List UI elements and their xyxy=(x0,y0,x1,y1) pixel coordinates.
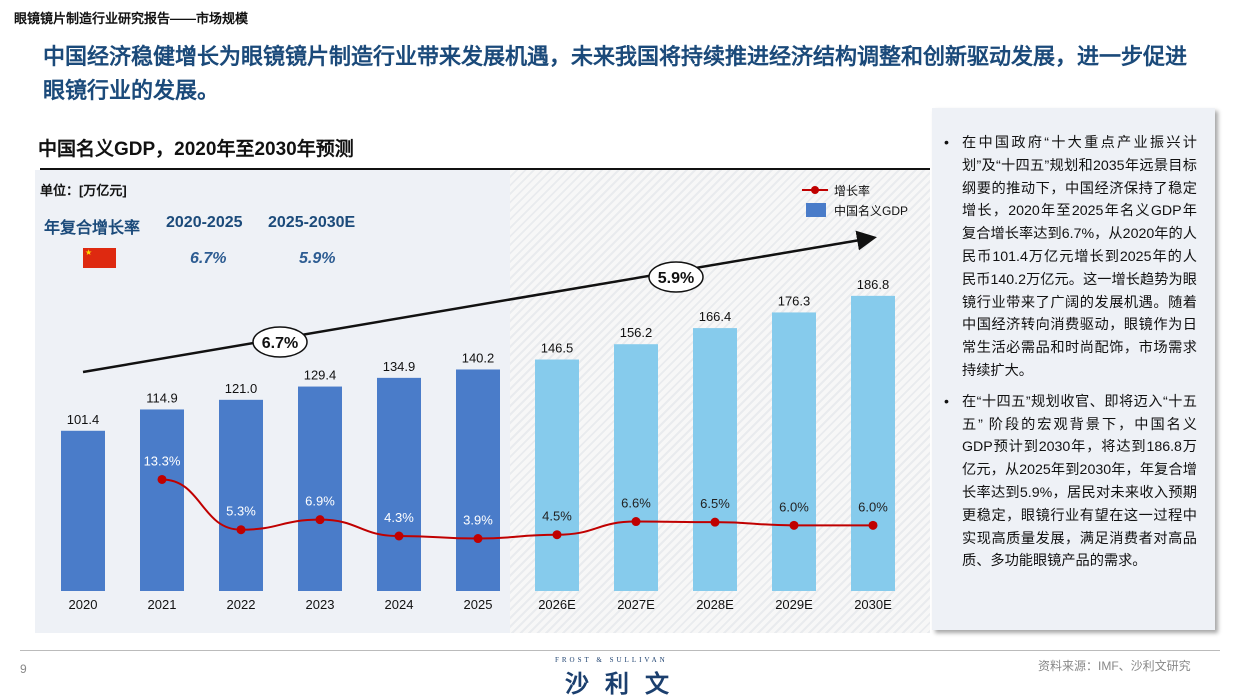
cagr-period-2: 2025-2030E xyxy=(268,214,356,231)
x-tick-label: 2023 xyxy=(306,597,335,612)
bar-value-label: 121.0 xyxy=(225,381,258,396)
growth-label: 6.9% xyxy=(305,494,335,509)
x-tick-label: 2027E xyxy=(617,597,655,612)
gdp-bar xyxy=(219,399,263,591)
growth-label: 4.3% xyxy=(384,510,414,525)
growth-label: 6.6% xyxy=(621,496,651,511)
cagr-bubble xyxy=(252,326,308,358)
bar-value-label: 176.3 xyxy=(778,293,811,308)
bullet: 在“十四五”规划收官、即将迈入“十五五” 阶段的宏观背景下，中国名义GDP预计到… xyxy=(944,391,1197,573)
bar-value-label: 129.4 xyxy=(304,368,337,383)
x-tick-label: 2021 xyxy=(148,597,177,612)
growth-point xyxy=(552,530,562,540)
growth-label: 5.3% xyxy=(226,504,256,519)
x-tick-label: 2020 xyxy=(69,597,98,612)
growth-point xyxy=(789,520,799,530)
growth-label: 13.3% xyxy=(144,453,181,468)
bullet: 在中国政府“十大重点产业振兴计划”及“十四五”规划和2035年远景目标纲要的推动… xyxy=(944,132,1197,383)
cagr-label: 年复合增长率 xyxy=(44,220,141,237)
x-tick-label: 2029E xyxy=(775,597,813,612)
chart-title: 中国名义GDP，2020年至2030年预测 xyxy=(38,139,354,160)
gdp-bar xyxy=(61,430,105,591)
chart-actual-area xyxy=(35,170,510,633)
growth-point xyxy=(236,525,246,535)
growth-label: 6.5% xyxy=(700,496,730,511)
gdp-bar xyxy=(772,312,816,591)
gdp-bar xyxy=(140,409,184,591)
legend: 增长率 中国名义GDP xyxy=(800,180,908,220)
cagr-period-1: 2020-2025 xyxy=(166,214,243,231)
x-tick-label: 2022 xyxy=(227,597,256,612)
footer-divider xyxy=(20,650,1220,651)
growth-line xyxy=(161,478,873,540)
cagr-bubble xyxy=(648,261,704,293)
legend-label: 中国名义GDP xyxy=(834,203,909,218)
growth-label: 3.9% xyxy=(463,513,493,528)
bar-value-label: 156.2 xyxy=(620,325,653,340)
x-tick-label: 2025 xyxy=(464,597,493,612)
growth-label: 4.5% xyxy=(542,509,572,524)
legend-label: 增长率 xyxy=(834,183,871,198)
trend-arrow xyxy=(82,230,877,374)
line-marker-icon xyxy=(802,186,828,194)
gdp-bar xyxy=(693,328,737,591)
bar-value-label: 146.5 xyxy=(541,341,574,356)
page-number: 9 xyxy=(20,662,27,676)
gdp-bar xyxy=(535,359,579,591)
logo: 沙利文 xyxy=(565,671,685,697)
source-note: 资料来源：IMF、沙利文研究 xyxy=(1038,659,1191,673)
growth-point xyxy=(868,520,878,530)
x-tick-label: 2028E xyxy=(696,597,734,612)
cagr-value-2: 5.9% xyxy=(299,250,336,267)
growth-point xyxy=(315,515,325,525)
cagr-value-1: 6.7% xyxy=(190,250,227,267)
bar-value-label: 101.4 xyxy=(67,412,100,427)
x-tick-label: 2030E xyxy=(854,597,892,612)
headline: 中国经济稳健增长为眼镜镜片制造行业带来发展机遇，未来我国将持续推进经济结构调整和… xyxy=(43,44,1188,103)
growth-point xyxy=(394,531,404,541)
x-tick-label: 2026E xyxy=(538,597,576,612)
gdp-bar xyxy=(298,386,342,591)
breadcrumb: 眼镜镜片制造行业研究报告——市场规模 xyxy=(14,11,249,26)
bar-value-label: 186.8 xyxy=(857,277,890,292)
bar-value-label: 134.9 xyxy=(383,359,416,374)
growth-point xyxy=(710,517,720,527)
gdp-bar xyxy=(614,344,658,591)
legend-item-growth: 增长率 xyxy=(800,180,908,200)
bar-value-label: 140.2 xyxy=(462,350,495,365)
x-tick-label: 2024 xyxy=(385,597,414,612)
gdp-bar xyxy=(377,377,421,591)
growth-label: 6.0% xyxy=(779,499,809,514)
bar-value-label: 166.4 xyxy=(699,309,732,324)
bar-value-label: 114.9 xyxy=(146,390,178,405)
legend-item-gdp: 中国名义GDP xyxy=(800,200,908,220)
commentary-panel: 在中国政府“十大重点产业振兴计划”及“十四五”规划和2035年远景目标纲要的推动… xyxy=(932,108,1215,630)
cagr-bubble-label: 5.9% xyxy=(658,270,694,287)
gdp-bar xyxy=(851,295,895,591)
bar-swatch-icon xyxy=(806,203,826,217)
divider xyxy=(40,168,930,170)
growth-point xyxy=(631,517,641,527)
logo-english: FROST & SULLIVAN xyxy=(555,656,668,664)
growth-point xyxy=(157,474,167,484)
growth-point xyxy=(473,534,483,544)
cagr-bubble-label: 6.7% xyxy=(262,335,298,352)
growth-label: 6.0% xyxy=(858,499,888,514)
unit-label: 单位：[万亿元] xyxy=(40,183,127,198)
gdp-bar xyxy=(456,369,500,591)
china-flag-icon: ★ xyxy=(83,248,116,268)
